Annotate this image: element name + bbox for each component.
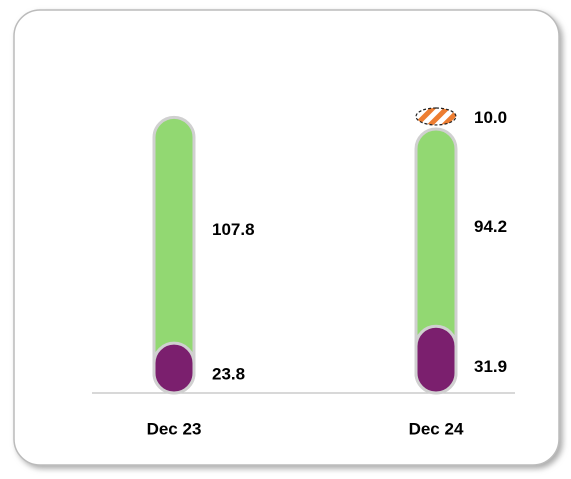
value-label: 107.8 — [212, 220, 255, 239]
bar-segment — [414, 324, 458, 395]
x-tick-label: Dec 24 — [409, 419, 464, 438]
bar-segment — [415, 107, 457, 126]
value-label: 31.9 — [474, 357, 507, 376]
value-label: 23.8 — [212, 364, 245, 383]
card — [13, 9, 560, 466]
x-tick-label: Dec 23 — [147, 419, 202, 438]
value-label: 10.0 — [474, 108, 507, 127]
bar-segment — [152, 341, 196, 395]
value-label: 94.2 — [474, 217, 507, 236]
